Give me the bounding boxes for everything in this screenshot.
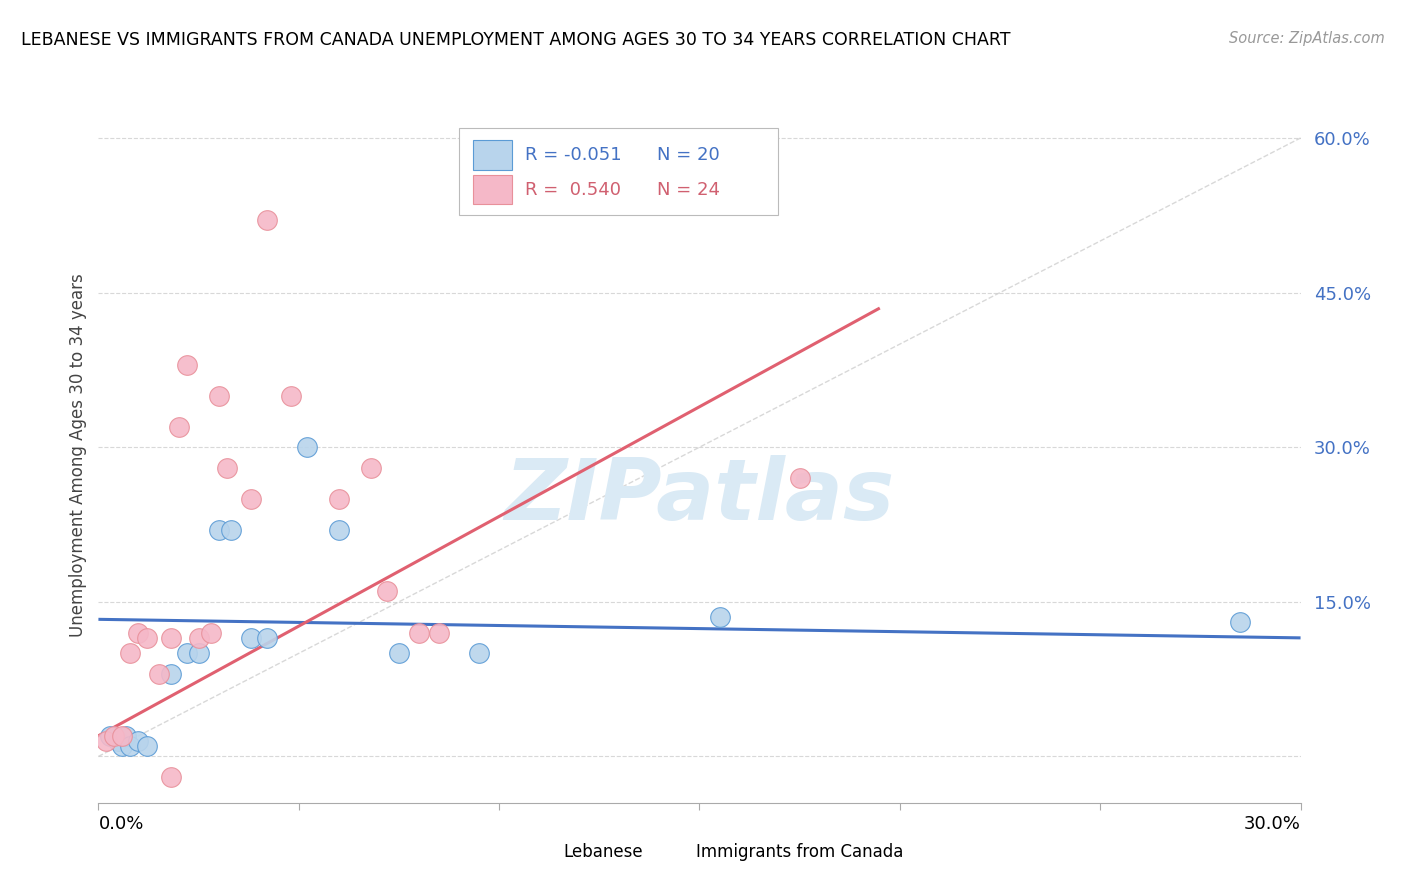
Point [128,625,150,640]
Point [408,625,430,640]
Point [256,631,278,645]
Point [709,610,731,624]
Text: ZIPatlas: ZIPatlas [505,455,894,538]
Point [208,389,231,403]
Point [159,667,181,681]
Point [120,739,142,753]
Point [176,646,198,660]
Point [159,631,181,645]
Point [111,739,134,753]
Point [388,646,411,660]
Text: 0.0%: 0.0% [98,815,143,833]
Point [159,770,181,784]
FancyBboxPatch shape [526,841,555,862]
Point [176,358,198,372]
Point [328,491,350,506]
Text: R =  0.540: R = 0.540 [526,181,621,199]
Point [360,460,382,475]
Text: LEBANESE VS IMMIGRANTS FROM CANADA UNEMPLOYMENT AMONG AGES 30 TO 34 YEARS CORREL: LEBANESE VS IMMIGRANTS FROM CANADA UNEMP… [21,31,1011,49]
Point [200,625,222,640]
FancyBboxPatch shape [474,140,512,169]
Point [135,739,157,753]
Text: Source: ZipAtlas.com: Source: ZipAtlas.com [1229,31,1385,46]
Point [135,631,157,645]
Text: N = 24: N = 24 [658,181,720,199]
Point [215,460,238,475]
FancyBboxPatch shape [658,841,688,862]
Point [789,471,811,485]
Point [328,523,350,537]
Point [111,729,134,743]
Point [96,734,118,748]
Point [280,389,302,403]
Y-axis label: Unemployment Among Ages 30 to 34 years: Unemployment Among Ages 30 to 34 years [69,273,87,637]
Point [468,646,491,660]
Point [295,440,318,454]
Point [219,523,242,537]
Point [239,631,262,645]
Point [187,631,209,645]
Text: R = -0.051: R = -0.051 [526,146,621,164]
Text: Immigrants from Canada: Immigrants from Canada [696,843,903,861]
Point [375,584,398,599]
Point [187,646,209,660]
Point [239,491,262,506]
Point [256,213,278,227]
Point [208,523,231,537]
Point [1229,615,1251,630]
Point [128,734,150,748]
Point [103,729,125,743]
FancyBboxPatch shape [458,128,778,215]
Text: Lebanese: Lebanese [564,843,644,861]
Point [427,625,450,640]
Text: N = 20: N = 20 [658,146,720,164]
Text: 30.0%: 30.0% [1244,815,1301,833]
Point [167,419,190,434]
Point [115,729,138,743]
Point [148,667,170,681]
FancyBboxPatch shape [474,175,512,204]
Point [100,729,122,743]
Point [120,646,142,660]
Point [107,734,129,748]
